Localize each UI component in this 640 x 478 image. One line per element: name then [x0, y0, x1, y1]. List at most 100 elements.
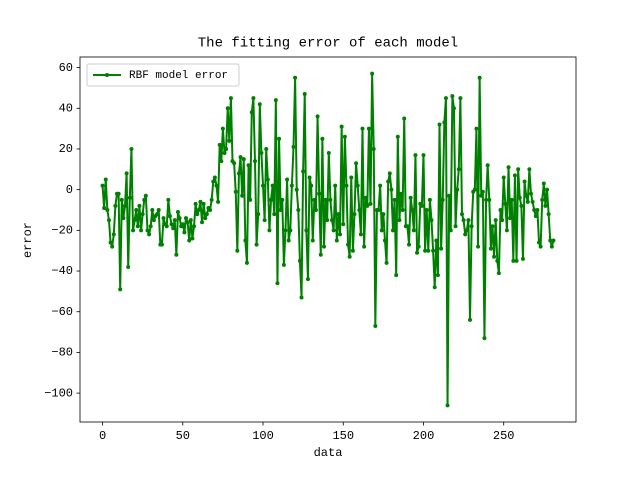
data-point [134, 207, 139, 212]
data-point [503, 201, 508, 206]
data-point [429, 218, 434, 223]
data-point [540, 197, 545, 202]
data-point [416, 244, 421, 249]
data-point [350, 248, 355, 253]
data-point [336, 212, 341, 217]
data-point [145, 228, 150, 233]
data-point [320, 136, 325, 141]
data-point [508, 216, 513, 221]
data-point [362, 244, 367, 249]
data-point [524, 193, 529, 198]
data-point [399, 191, 404, 196]
data-line [101, 72, 555, 407]
data-point [482, 336, 487, 341]
data-point [201, 201, 206, 206]
data-point [440, 197, 445, 202]
y-tick-label: −40 [51, 264, 73, 278]
data-point [400, 207, 405, 212]
data-point [408, 195, 413, 200]
data-point [169, 222, 174, 227]
data-point [304, 228, 309, 233]
data-point [273, 98, 278, 103]
data-point [123, 203, 128, 208]
data-point [363, 195, 368, 200]
y-tick-label: −20 [51, 224, 73, 238]
x-tick-label: 150 [332, 429, 354, 443]
data-point [150, 207, 155, 212]
data-point [453, 224, 458, 229]
data-point [272, 212, 277, 217]
data-point [105, 207, 110, 212]
data-point [366, 126, 371, 131]
data-point [108, 240, 113, 245]
data-point [224, 146, 229, 151]
data-point [310, 238, 315, 243]
data-point [387, 171, 392, 176]
data-point [195, 212, 200, 217]
data-point [354, 161, 359, 166]
data-point [257, 102, 262, 107]
data-point [182, 230, 187, 235]
data-point [538, 244, 543, 249]
data-point [461, 218, 466, 223]
data-point [389, 187, 394, 192]
data-point [527, 167, 532, 172]
data-point [365, 203, 370, 208]
y-tick-label: −80 [51, 346, 73, 360]
data-point [192, 224, 197, 229]
data-point [402, 116, 407, 121]
data-point [474, 126, 479, 131]
data-point [301, 169, 306, 174]
data-point [426, 248, 431, 253]
data-point [175, 210, 180, 215]
data-point [212, 175, 217, 180]
x-axis-label: data [314, 446, 343, 460]
data-point [357, 207, 362, 212]
data-point [294, 187, 299, 192]
legend-box [86, 63, 240, 87]
data-point [522, 179, 527, 184]
x-tick-label: 250 [493, 429, 515, 443]
data-point [140, 212, 145, 217]
data-point [519, 203, 524, 208]
data-point [498, 207, 503, 212]
data-point [346, 242, 351, 247]
data-point [500, 218, 505, 223]
data-point [171, 226, 176, 231]
data-point [407, 242, 412, 247]
x-tick-label: 200 [413, 429, 435, 443]
data-point [302, 92, 307, 97]
data-point [390, 228, 395, 233]
data-point [410, 207, 415, 212]
data-point [129, 146, 134, 151]
data-point [487, 197, 492, 202]
data-point [204, 212, 209, 217]
data-point [432, 285, 437, 290]
data-point [110, 244, 115, 249]
data-point [161, 216, 166, 221]
data-point [463, 232, 468, 237]
data-point [143, 193, 148, 198]
data-point [232, 161, 237, 166]
data-point [100, 183, 105, 188]
data-point [537, 240, 542, 245]
data-point [516, 167, 521, 172]
data-point [208, 207, 213, 212]
data-point [323, 197, 328, 202]
data-point [496, 271, 501, 276]
data-point [111, 232, 116, 237]
data-point [517, 195, 522, 200]
data-point [106, 218, 111, 223]
data-point [252, 159, 257, 164]
y-tick-label: 20 [59, 142, 73, 156]
data-point [379, 228, 384, 233]
data-point [415, 250, 420, 255]
data-point [139, 228, 144, 233]
data-point [520, 256, 525, 261]
data-point [264, 146, 269, 151]
data-point [504, 228, 509, 233]
data-point [297, 258, 302, 263]
data-point [373, 323, 378, 328]
data-point [376, 207, 381, 212]
data-point [413, 153, 418, 158]
